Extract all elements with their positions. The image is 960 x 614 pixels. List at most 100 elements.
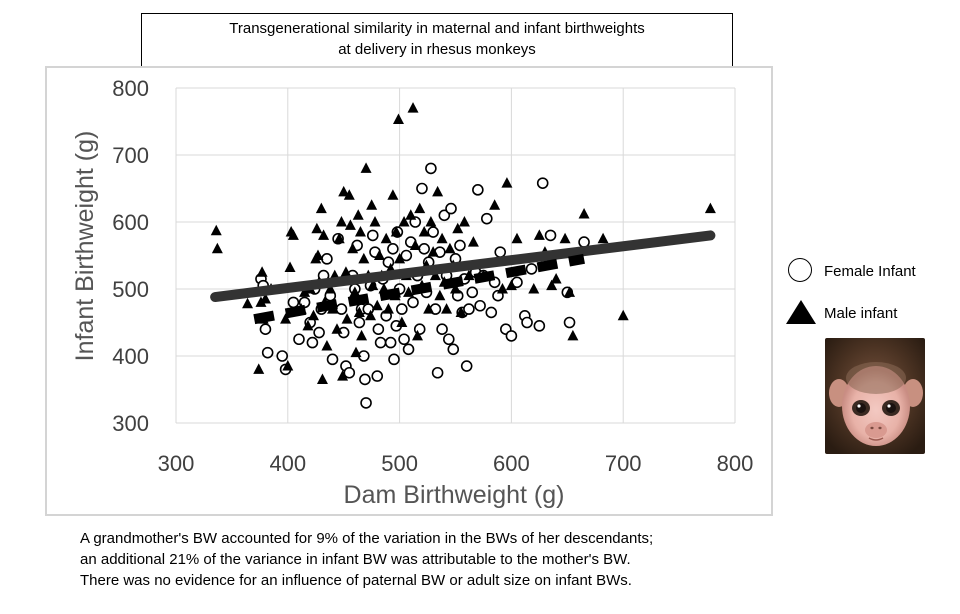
female-data-point bbox=[259, 323, 272, 336]
male-data-point bbox=[444, 242, 456, 254]
caption-line-1: A grandmother's BW accounted for 9% of t… bbox=[80, 530, 654, 547]
female-data-point bbox=[474, 299, 486, 312]
female-data-point bbox=[396, 303, 408, 315]
female-data-point bbox=[454, 239, 466, 252]
female-data-point bbox=[366, 229, 379, 242]
infant-monkey-photo bbox=[825, 338, 925, 454]
male-data-point bbox=[511, 232, 523, 244]
male-data-point bbox=[411, 329, 423, 341]
male-data-point bbox=[390, 226, 402, 237]
male-data-point bbox=[311, 222, 323, 234]
male-data-point bbox=[365, 309, 377, 321]
female-data-point bbox=[460, 360, 473, 372]
y-tick-label: 400 bbox=[112, 344, 149, 369]
caption-line-3: There was no evidence for an influence o… bbox=[80, 572, 632, 589]
male-data-point bbox=[436, 232, 448, 244]
male-data-point bbox=[321, 339, 333, 351]
female-data-point bbox=[463, 303, 475, 315]
plot-frame bbox=[45, 66, 773, 516]
tick-label-layer: 300 400 500 600 700 800 300 400 500 600 700 800 bbox=[112, 76, 753, 476]
male-data-point bbox=[387, 189, 399, 200]
female-data-point bbox=[544, 229, 557, 242]
female-data-point bbox=[442, 333, 455, 346]
female-data-point bbox=[481, 212, 493, 225]
male-data-point bbox=[533, 229, 545, 240]
female-data-point bbox=[427, 226, 439, 238]
male-data-point bbox=[617, 309, 629, 321]
male-data-point bbox=[405, 209, 417, 220]
male-data-point bbox=[282, 360, 294, 371]
male-data-point bbox=[302, 319, 314, 331]
male-data-point bbox=[373, 249, 385, 260]
male-data-point bbox=[450, 283, 461, 294]
trendline-layer bbox=[210, 230, 716, 325]
female-data-point bbox=[418, 243, 430, 255]
male-data-point bbox=[356, 329, 368, 341]
x-tick-label: 600 bbox=[493, 451, 530, 476]
female-data-point bbox=[313, 326, 325, 339]
male-data-point bbox=[331, 323, 343, 334]
female-data-point bbox=[293, 333, 305, 346]
female-data-point bbox=[445, 202, 457, 215]
male-data-point bbox=[210, 224, 222, 236]
male-data-point bbox=[441, 303, 453, 314]
male-data-point bbox=[409, 239, 421, 250]
male-data-point bbox=[382, 303, 394, 314]
male-data-point bbox=[335, 216, 347, 227]
male-data-point bbox=[369, 216, 381, 227]
legend-female-label: Female Infant bbox=[824, 262, 916, 280]
female-data-point bbox=[525, 263, 538, 275]
female-data-point bbox=[398, 333, 410, 346]
male-data-point bbox=[358, 252, 370, 264]
male-data-point bbox=[398, 216, 410, 227]
female-data-point bbox=[384, 336, 397, 349]
female-data-point bbox=[400, 249, 413, 262]
trendline-solid bbox=[210, 230, 716, 303]
triangle-marker-icon bbox=[786, 300, 824, 326]
circle-marker-icon bbox=[786, 258, 824, 284]
female-data-point bbox=[387, 243, 399, 255]
female-data-point bbox=[533, 320, 546, 332]
male-data-point bbox=[338, 185, 350, 197]
caption: A grandmother's BW accounted for 9% of t… bbox=[80, 528, 780, 591]
male-data-point bbox=[343, 189, 355, 200]
male-data-point bbox=[396, 316, 408, 327]
female-data-point bbox=[306, 336, 319, 349]
male-data-point bbox=[354, 226, 366, 237]
female-data-point bbox=[505, 330, 518, 342]
female-data-point bbox=[494, 246, 507, 258]
female-data-point bbox=[521, 316, 533, 329]
female-data-point bbox=[261, 346, 274, 359]
female-data-point bbox=[372, 323, 385, 336]
male-data-point bbox=[299, 286, 311, 297]
male-data-point bbox=[333, 232, 345, 244]
female-data-point bbox=[472, 184, 484, 196]
legend-male-label: Male infant bbox=[824, 304, 898, 322]
x-tick-label: 800 bbox=[717, 451, 754, 476]
male-data-point bbox=[429, 269, 441, 281]
male-data-point bbox=[432, 185, 444, 197]
male-data-point bbox=[349, 286, 361, 297]
male-data-point bbox=[392, 113, 404, 124]
female-data-point bbox=[326, 353, 339, 366]
male-data-point bbox=[344, 219, 356, 230]
male-data-point bbox=[211, 242, 223, 254]
male-data-point bbox=[316, 373, 328, 384]
male-data-point bbox=[407, 102, 419, 113]
x-tick-label: 500 bbox=[381, 451, 418, 476]
female-data-point bbox=[447, 343, 460, 356]
female-data-point bbox=[425, 162, 437, 175]
male-data-point bbox=[324, 283, 336, 294]
male-data-point bbox=[704, 202, 716, 214]
y-tick-label: 600 bbox=[112, 210, 149, 235]
legend-male: Male infant bbox=[786, 300, 897, 326]
data-point-layer bbox=[210, 102, 716, 409]
female-data-point bbox=[360, 397, 372, 409]
male-data-point bbox=[360, 162, 372, 173]
male-data-point bbox=[242, 297, 254, 309]
male-data-point bbox=[253, 363, 265, 374]
male-data-point bbox=[418, 226, 430, 237]
male-data-point bbox=[340, 266, 352, 277]
female-data-point bbox=[438, 209, 451, 222]
